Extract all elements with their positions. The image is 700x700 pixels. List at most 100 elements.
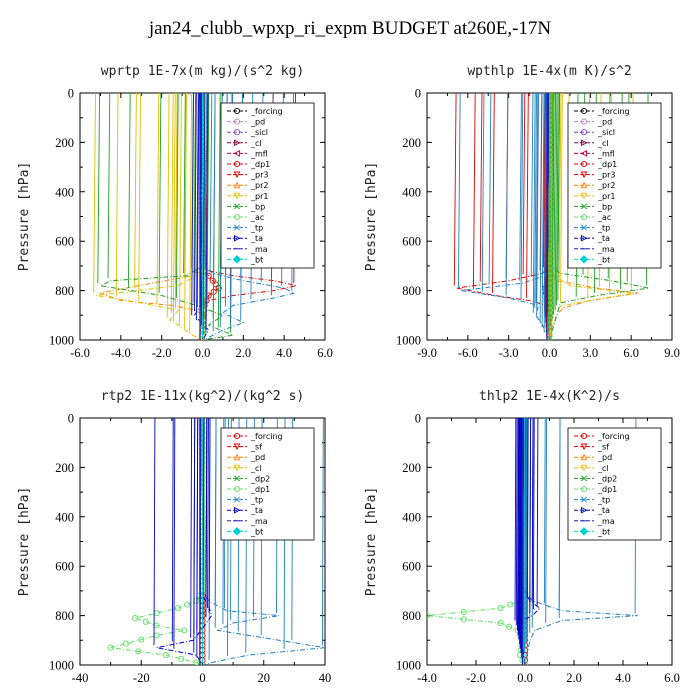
data-point bbox=[543, 93, 546, 268]
legend-label: _ta bbox=[250, 506, 263, 515]
legend-label: _bt bbox=[597, 527, 610, 536]
x-tick-label: -3.0 bbox=[499, 346, 519, 360]
legend-label: _ta bbox=[597, 506, 610, 515]
legend-label: _cl bbox=[597, 139, 609, 148]
data-point bbox=[118, 1, 550, 118]
data-point bbox=[199, 93, 201, 106]
data-point bbox=[200, 1, 665, 665]
legend-label: _tp bbox=[250, 224, 263, 233]
data-point bbox=[200, 1, 650, 651]
series-line-dp1 bbox=[427, 418, 526, 665]
data-point bbox=[113, 1, 203, 113]
data-point bbox=[138, 636, 145, 643]
data-point bbox=[199, 93, 201, 101]
data-point bbox=[196, 93, 199, 321]
legend-label: _bp bbox=[250, 202, 265, 211]
legend-marker bbox=[234, 475, 240, 482]
legend-marker bbox=[233, 453, 241, 461]
series-group bbox=[93, 1, 340, 340]
data-point bbox=[93, 1, 550, 93]
legend-marker bbox=[579, 255, 589, 264]
data-point bbox=[200, 1, 665, 665]
data-point bbox=[532, 418, 535, 610]
x-tick-label: -2.0 bbox=[466, 671, 486, 685]
data-point bbox=[103, 1, 550, 103]
legend-label: _dp1 bbox=[597, 485, 617, 494]
legend-marker bbox=[580, 506, 588, 514]
legend-label: _dp2 bbox=[597, 474, 617, 483]
data-point bbox=[246, 1, 655, 656]
data-point bbox=[546, 93, 548, 106]
data-point bbox=[522, 93, 526, 275]
data-point bbox=[207, 418, 209, 609]
data-point bbox=[200, 1, 660, 661]
data-point bbox=[181, 627, 188, 634]
legend-marker bbox=[232, 527, 242, 536]
series-line-pr1 bbox=[96, 93, 203, 340]
figure-title: jan24_clubb_wpxp_ri_expm BUDGET at260E,-… bbox=[148, 18, 552, 39]
legend-label: _ma bbox=[597, 245, 615, 254]
y-tick-label: 600 bbox=[55, 560, 74, 574]
data-point bbox=[142, 618, 149, 625]
legend-marker bbox=[580, 107, 588, 115]
legend-label: _ma bbox=[597, 517, 615, 526]
legend-marker bbox=[233, 432, 241, 440]
data-point bbox=[519, 418, 521, 645]
data-point bbox=[546, 93, 548, 96]
data-point bbox=[199, 93, 201, 96]
legend-marker bbox=[580, 160, 588, 168]
panel-title: wprtp 1E-7x(m kg)/(s^2 kg) bbox=[101, 64, 305, 79]
data-point bbox=[546, 93, 548, 101]
legend-label: _bt bbox=[597, 255, 610, 264]
data-point bbox=[171, 418, 174, 642]
data-point bbox=[517, 418, 520, 635]
data-point bbox=[93, 1, 203, 93]
legend-marker bbox=[580, 171, 588, 179]
legend-label: _bp bbox=[597, 202, 612, 211]
data-point bbox=[515, 418, 518, 626]
data-point bbox=[460, 616, 467, 623]
legend-label: _pr3 bbox=[597, 171, 615, 180]
data-point bbox=[199, 93, 201, 108]
data-point bbox=[199, 93, 203, 340]
legend-marker bbox=[233, 107, 241, 115]
panel-title: thlp2 1E-4x(K^2)/s bbox=[479, 389, 620, 404]
y-axis-label: Pressure [hPa] bbox=[17, 487, 32, 597]
data-point bbox=[536, 418, 539, 606]
legend-label: _pd bbox=[597, 118, 612, 127]
data-point bbox=[199, 93, 201, 106]
data-point bbox=[108, 1, 550, 108]
legend-marker bbox=[580, 443, 588, 451]
y-tick-label: 0 bbox=[68, 87, 74, 101]
data-point bbox=[560, 93, 563, 303]
data-point bbox=[123, 1, 203, 123]
legend-marker bbox=[233, 485, 241, 493]
legend-marker bbox=[581, 475, 587, 482]
y-tick-label: 400 bbox=[55, 185, 74, 199]
data-point bbox=[453, 93, 457, 286]
legend-marker bbox=[233, 150, 241, 157]
y-axis-label: Pressure [hPa] bbox=[364, 162, 379, 272]
data-point bbox=[200, 1, 655, 656]
data-point bbox=[199, 93, 201, 96]
data-point bbox=[479, 93, 483, 282]
y-tick-label: 800 bbox=[55, 609, 74, 623]
legend-label: _pr2 bbox=[250, 181, 268, 190]
legend-label: _ta bbox=[250, 234, 263, 243]
data-point bbox=[199, 93, 201, 101]
data-point bbox=[310, 1, 537, 311]
data-point bbox=[199, 93, 201, 103]
data-point bbox=[546, 93, 548, 96]
data-point bbox=[122, 640, 129, 647]
data-point bbox=[497, 619, 504, 627]
legend-marker bbox=[580, 213, 588, 221]
legend-marker bbox=[233, 443, 241, 451]
data-point bbox=[325, 1, 542, 326]
legend-label: _cl bbox=[597, 464, 609, 473]
data-point bbox=[138, 93, 141, 301]
x-tick-label: 2.0 bbox=[566, 671, 582, 685]
data-point bbox=[118, 1, 550, 118]
legend-marker bbox=[233, 118, 241, 125]
y-tick-label: 600 bbox=[402, 235, 421, 249]
x-tick-label: 0.0 bbox=[542, 346, 558, 360]
